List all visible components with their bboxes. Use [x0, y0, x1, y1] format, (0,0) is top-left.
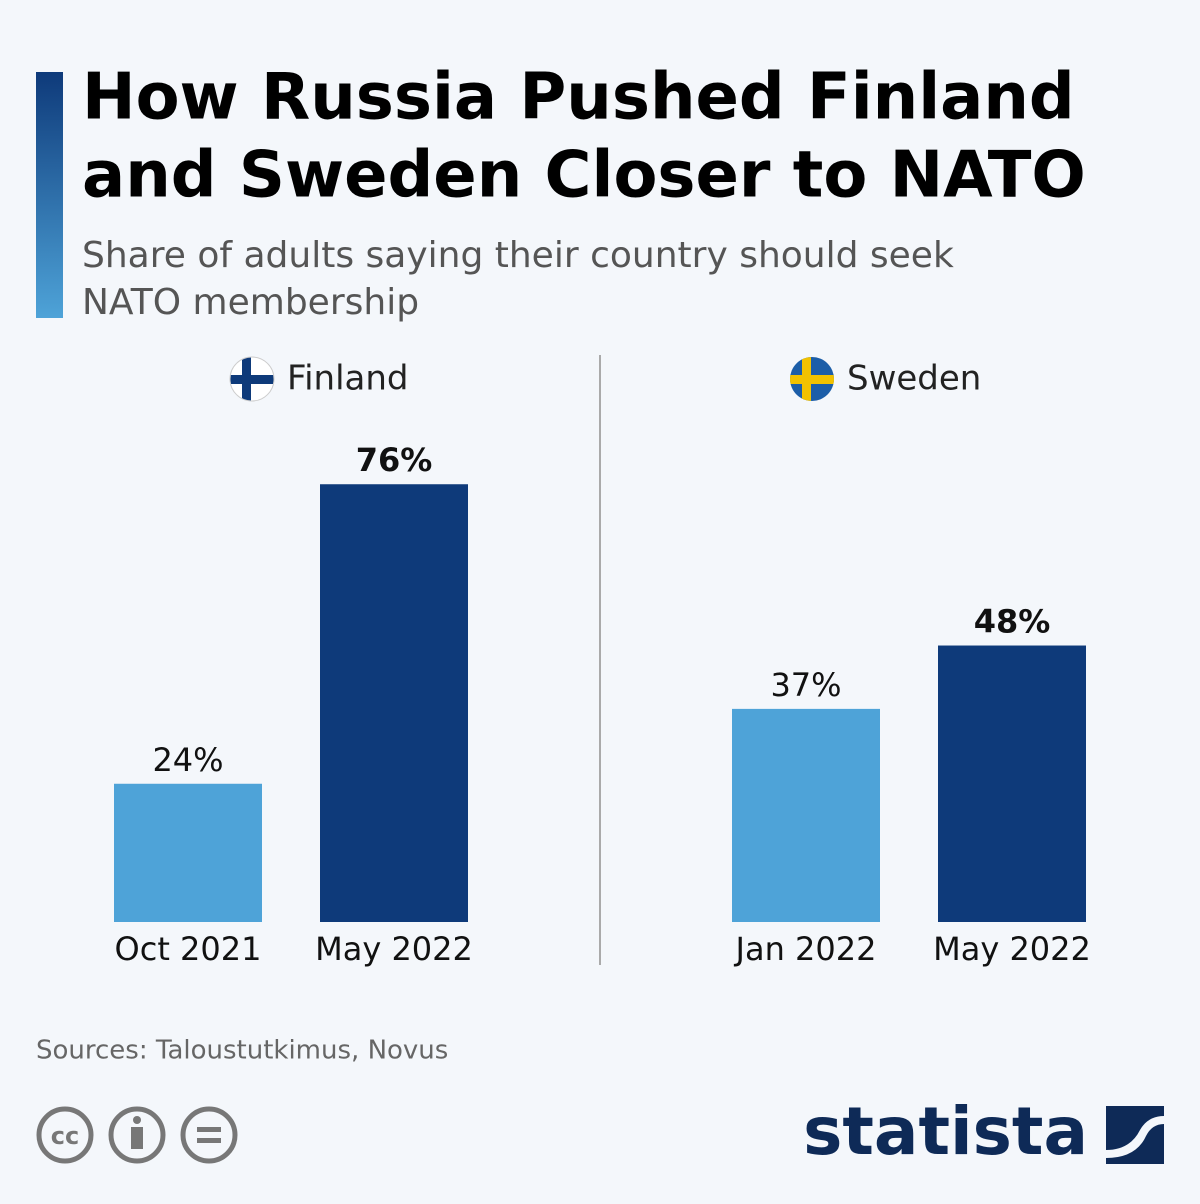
- title: and Sweden Closer to NATO: [82, 139, 1086, 213]
- category-label: Jan 2022: [734, 930, 877, 968]
- brand: statista: [803, 1093, 1088, 1170]
- category-label: Oct 2021: [115, 930, 262, 968]
- panel-title: Sweden: [847, 359, 981, 399]
- bar: [938, 645, 1086, 922]
- subtitle: NATO membership: [82, 282, 419, 323]
- source: Sources: Taloustutkimus, Novus: [36, 1036, 448, 1066]
- bar: [732, 708, 880, 922]
- bar: [320, 484, 468, 922]
- sweden-flag: [790, 357, 834, 401]
- value-label: 37%: [770, 666, 841, 704]
- flag-border: [229, 356, 275, 402]
- value-label: 48%: [974, 603, 1051, 641]
- finland-flag: [230, 357, 274, 401]
- value-label: 76%: [356, 441, 433, 479]
- svg-text:cc: cc: [51, 1122, 79, 1150]
- brand-icon: [1106, 1106, 1164, 1164]
- license-icons: cc: [36, 1106, 238, 1164]
- title: How Russia Pushed Finland: [82, 61, 1075, 135]
- category-label: May 2022: [933, 930, 1091, 968]
- panel-title: Finland: [287, 359, 409, 399]
- subtitle: Share of adults saying their country sho…: [82, 235, 954, 276]
- category-label: May 2022: [315, 930, 473, 968]
- accent-bar: [36, 72, 63, 318]
- value-label: 24%: [152, 741, 223, 779]
- bar: [114, 783, 262, 922]
